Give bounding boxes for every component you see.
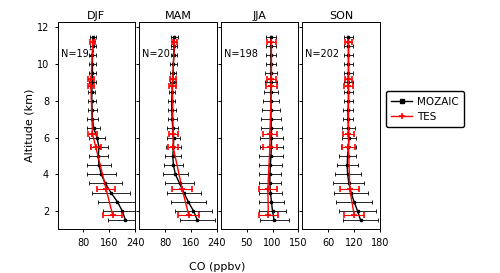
Legend: MOZAIC, TES: MOZAIC, TES [386,91,464,127]
Y-axis label: Altitude (km): Altitude (km) [24,89,34,162]
Title: DJF: DJF [88,11,106,21]
Text: N=202: N=202 [306,49,340,59]
Title: JJA: JJA [252,11,266,21]
Text: CO (ppbv): CO (ppbv) [190,262,246,272]
Text: N=192: N=192 [60,49,94,59]
Text: N=198: N=198 [224,49,258,59]
Title: SON: SON [329,11,353,21]
Text: N=207: N=207 [142,49,176,59]
Title: MAM: MAM [164,11,192,21]
